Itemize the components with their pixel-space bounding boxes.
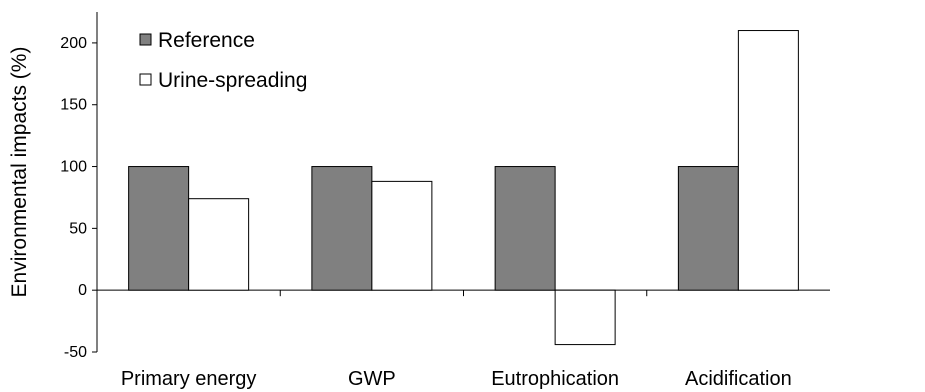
bar-urine-spreading: [737, 30, 799, 291]
y-tick-label: -50: [64, 344, 87, 361]
bar-reference: [311, 166, 373, 291]
x-category-label: GWP: [348, 368, 396, 390]
y-tick-label: 50: [69, 220, 87, 237]
bar-urine-spreading: [188, 198, 250, 291]
bars: [128, 30, 799, 346]
x-category-label: Primary energy: [121, 368, 257, 390]
legend-swatch: [139, 73, 152, 86]
x-category-label: Eutrophication: [491, 368, 619, 390]
y-tick-label: 150: [60, 97, 87, 114]
y-axis-label: Environmental impacts (%): [8, 47, 31, 298]
y-tick-label: 0: [78, 282, 87, 299]
legend-swatch: [139, 33, 152, 46]
bar-reference: [677, 166, 739, 291]
bar-reference: [128, 166, 190, 291]
legend-label: Urine-spreading: [158, 69, 307, 92]
y-tick-label: 100: [60, 159, 87, 176]
bar-urine-spreading: [371, 180, 433, 291]
bar-reference: [494, 166, 556, 291]
legend: Reference Urine-spreading: [139, 29, 307, 92]
bar-urine-spreading: [554, 289, 616, 346]
y-tick-label: 200: [60, 35, 87, 52]
legend-label: Reference: [158, 29, 255, 52]
x-category-label: Acidification: [685, 368, 792, 390]
